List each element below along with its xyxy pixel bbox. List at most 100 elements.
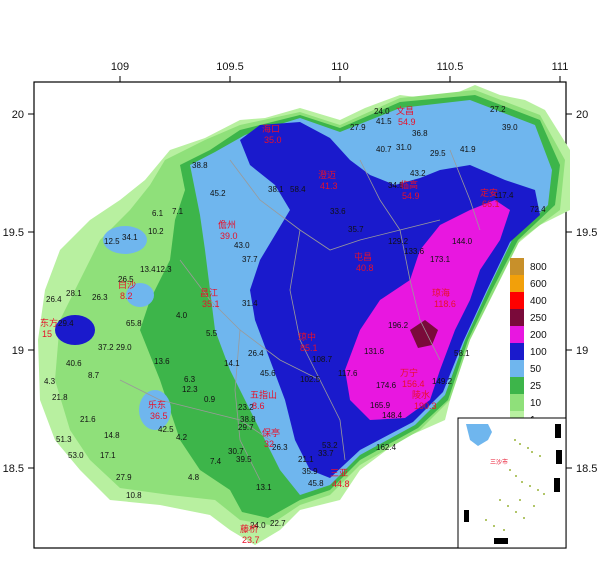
point-value-label: 4.2 [176, 433, 188, 442]
point-value-label: 14.8 [104, 431, 120, 440]
point-value-label: 24.0 [250, 521, 266, 530]
point-value-label: 35.9 [302, 467, 318, 476]
y-tick-18.5-left: 18.5 [3, 463, 24, 475]
point-value-label: 29.5 [430, 149, 446, 158]
point-value-label: 34.1 [122, 233, 138, 242]
station-name: 琼中 [298, 331, 316, 343]
station-name: 东方 [40, 317, 58, 329]
point-value-label: 0.9 [204, 395, 216, 404]
point-value-label: 6.1 [152, 209, 164, 218]
legend-label: 25 [530, 381, 542, 392]
station-value: 118.6 [434, 299, 456, 309]
point-value-label: 58.4 [290, 185, 306, 194]
point-value-label: 13.4 [140, 265, 156, 274]
legend-swatch [510, 343, 524, 360]
point-value-label: 28.1 [66, 289, 82, 298]
station-value: 41.3 [320, 181, 338, 191]
legend-label: 10 [530, 398, 542, 409]
point-value-label: 173.1 [430, 255, 451, 264]
patch-west-4 [126, 283, 154, 307]
legend-label: 200 [530, 330, 547, 341]
point-value-label: 5.5 [206, 329, 218, 338]
point-value-label: 196.2 [388, 321, 409, 330]
point-value-label: 29.0 [116, 343, 132, 352]
point-value-label: 117.6 [338, 369, 358, 378]
tick-marks [28, 76, 572, 469]
island-rainfall-fill [38, 85, 570, 545]
west-patches [55, 226, 171, 430]
point-value-label: 133.6 [404, 247, 425, 256]
point-value-label: 7.4 [210, 457, 222, 466]
point-value-label: 24.0 [374, 107, 390, 116]
point-value-label: 45.2 [210, 189, 226, 198]
point-value-label: 10.2 [148, 227, 164, 236]
station-name: 万宁 [400, 367, 418, 379]
point-value-label: 45.6 [260, 369, 276, 378]
point-value-label: 31.0 [396, 143, 412, 152]
legend-label: 400 [530, 296, 547, 307]
zone-250-400mm [345, 200, 510, 420]
station-name: 昌江 [200, 288, 218, 299]
point-value-label: 27.9 [116, 473, 132, 482]
point-value-label: 39.5 [236, 455, 252, 464]
point-value-label: 72.4 [530, 205, 546, 214]
point-value-label: 65.8 [126, 319, 142, 328]
point-value-label: 33.6 [330, 207, 346, 216]
station-value: 54.9 [402, 191, 420, 201]
point-value-label: 12.3 [182, 385, 198, 394]
point-value-label: 26.3 [272, 443, 288, 452]
station-name: 乐东 [148, 399, 166, 411]
point-value-label: 162.4 [376, 443, 397, 452]
point-value-label: 108.7 [312, 355, 333, 364]
latitude-axis-right: 20 19.5 19 18.5 [576, 109, 597, 475]
point-value-label: 13.1 [256, 483, 272, 492]
station-name: 三亚 [330, 468, 348, 479]
x-tick-109: 109 [111, 61, 129, 73]
station-value: 35.1 [202, 299, 220, 309]
zone-400-600mm [410, 320, 438, 348]
latitude-axis-left: 20 19.5 19 18.5 [3, 109, 24, 475]
point-value-label: 38.8 [240, 415, 256, 424]
point-value-label: 8.7 [88, 371, 100, 380]
inset-dash-border [464, 424, 562, 544]
y-tick-19.5-left: 19.5 [3, 227, 24, 239]
point-value-label: 43.2 [410, 169, 426, 178]
legend-swatch [510, 394, 524, 411]
point-value-label: 12.5 [104, 237, 120, 246]
point-value-label: 149.2 [432, 377, 453, 386]
station-name: 琼海 [432, 287, 450, 299]
legend-label: 800 [530, 262, 547, 273]
point-value-label: 4.8 [188, 473, 200, 482]
legend-swatch [510, 275, 524, 292]
station-value: 40.8 [356, 263, 374, 273]
legend-swatch [510, 258, 524, 275]
point-value-label: 26.3 [92, 293, 108, 302]
inset-sansha-label: 三沙市 [490, 458, 508, 466]
legend-swatch [510, 360, 524, 377]
point-value-label: 43.0 [234, 241, 250, 250]
point-value-label: 30.7 [228, 447, 244, 456]
longitude-axis: 109 109.5 110 110.5 111 [111, 61, 569, 73]
station-value: 156.4 [402, 379, 425, 389]
station-value: 39.0 [220, 231, 238, 241]
point-value-label: 13.6 [154, 357, 170, 366]
point-value-label: 37.7 [242, 255, 258, 264]
station-name: 定安 [480, 187, 498, 199]
y-tick-18.5-right: 18.5 [576, 463, 597, 475]
point-value-label: 102.5 [300, 375, 321, 384]
inset-map: 三沙市 [457, 417, 567, 549]
point-value-label: 129.2 [388, 237, 409, 246]
station-value: 35.0 [264, 135, 282, 145]
station-value: 32 [264, 439, 274, 449]
station-value: 8.6 [252, 401, 265, 411]
legend-swatch [510, 377, 524, 394]
county-boundaries [119, 149, 481, 481]
legend-swatch [510, 292, 524, 309]
y-tick-19-left: 19 [12, 345, 24, 357]
legend-swatch [510, 309, 524, 326]
point-value-label: 144.0 [452, 237, 473, 246]
station-name: 临高 [400, 179, 418, 191]
station-value: 15 [42, 329, 52, 339]
station-name: 澄迈 [318, 169, 336, 181]
